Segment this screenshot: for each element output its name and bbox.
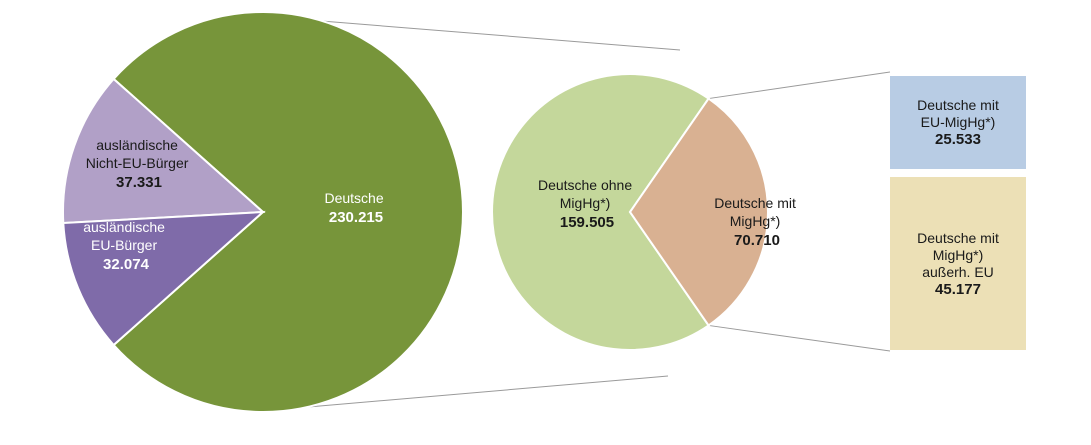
label-ohne-line1: Deutsche ohne [538,177,632,193]
box-noneu-line3: außerh. EU [922,263,994,280]
slice-deutsche-ohne-mighg [491,73,710,351]
box-eu-line1: Deutsche mit [917,97,999,113]
label-mit-value: 70.710 [734,232,780,249]
label-deutsche: Deutsche 230.215 [324,190,387,226]
label-eu: ausländische EU-Bürger 32.074 [83,219,169,273]
slice-auslaendische-nicht-eu-buerger [61,77,266,225]
box-eu-line2: EU-MigHg*) [920,114,996,130]
box-noneu-line1: Deutsche mit [917,229,999,246]
slice-deutsche-mit-mighg [628,97,770,327]
label-deutsche-value: 230.215 [329,209,383,226]
label-ohne-value: 159.505 [560,214,614,231]
label-nicht-eu-line1: ausländische [96,137,178,153]
label-nicht-eu: ausländische Nicht-EU-Bürger 37.331 [86,137,193,191]
box-eu-value: 25.533 [935,131,981,148]
connector-line-box-bottom [708,324,891,352]
label-ohne-line2: MigHg*) [560,195,611,211]
bar-segment-deutsche-mit-mighg-ausserh-eu: Deutsche mit MigHg*) außerh. EU 45.177 [890,177,1026,350]
label-mit: Deutsche mit MigHg*) 70.710 [714,195,800,249]
label-nicht-eu-line2: Nicht-EU-Bürger [86,155,189,171]
connector-line-top [271,16,681,51]
label-ohne: Deutsche ohne MigHg*) 159.505 [538,177,636,231]
slice-deutsche [112,11,464,413]
label-mit-line1: Deutsche mit [714,195,796,211]
label-eu-line2: EU-Bürger [91,237,157,253]
connector-line-box-top [708,71,891,100]
box-noneu-value: 45.177 [935,280,981,298]
box-noneu-line2: MigHg*) [932,246,984,263]
slice-auslaendische-eu-buerger [62,210,266,347]
label-eu-line1: ausländische [83,219,165,235]
label-nicht-eu-value: 37.331 [116,174,162,191]
bar-segment-deutsche-mit-eu-mighg: Deutsche mit EU-MigHg*) 25.533 [890,76,1026,169]
label-deutsche-name: Deutsche [324,190,383,206]
connector-line-bottom [261,375,669,412]
label-mit-line2: MigHg*) [730,213,781,229]
label-eu-value: 32.074 [103,256,150,273]
